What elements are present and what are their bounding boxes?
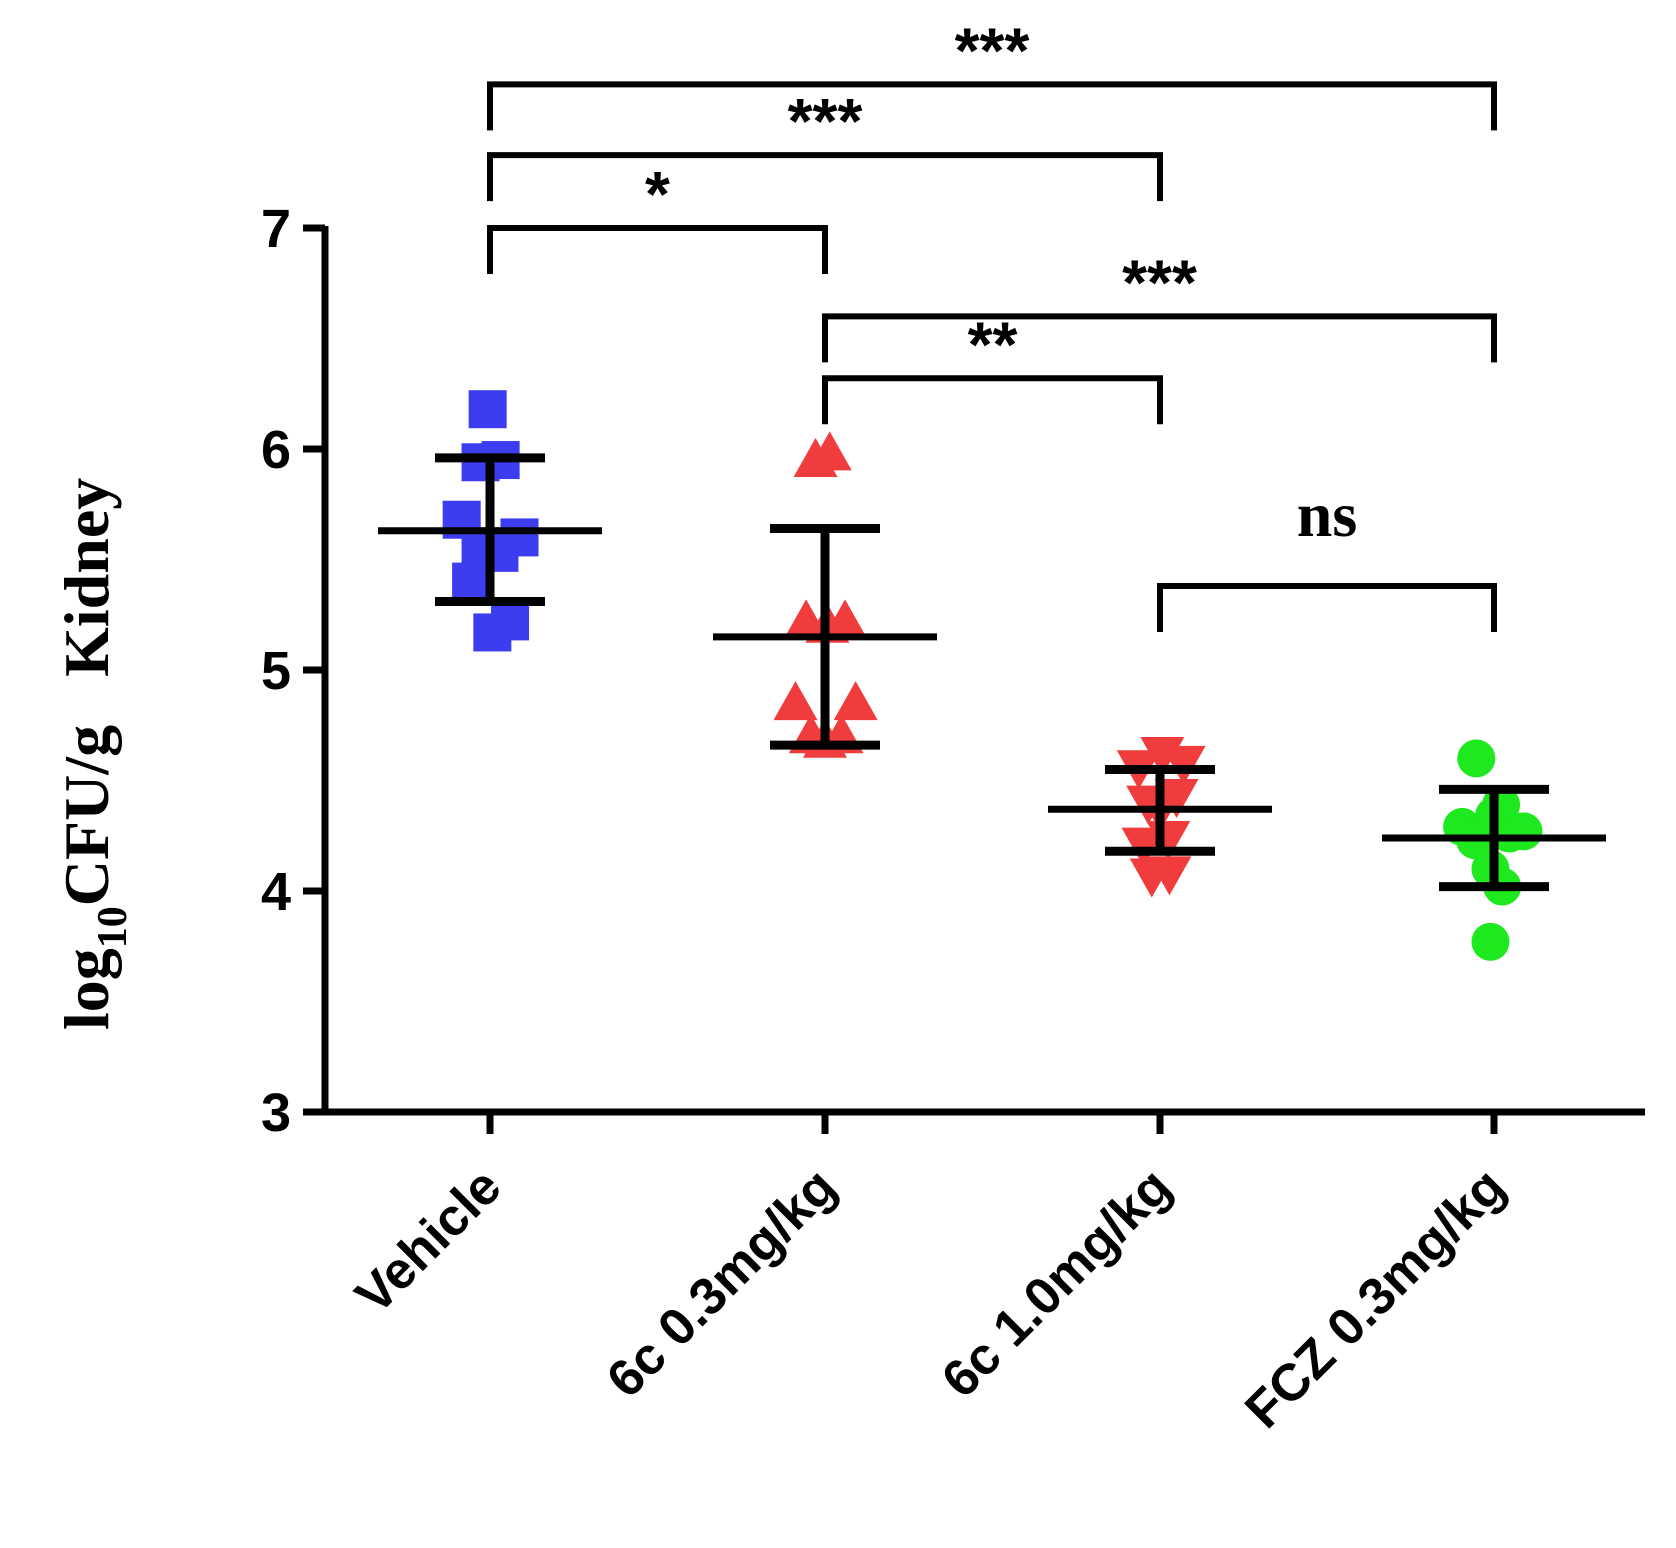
data-point-triangle-up [833,681,878,721]
data-point-circle [1457,739,1496,778]
significance-bracket [822,375,1163,425]
y-tick-label: 4 [261,862,291,922]
significance-label: *** [788,85,863,157]
significance-bracket [1157,583,1497,633]
data-point-triangle-up [807,431,852,471]
data-points [442,390,1543,961]
y-ticks: 3 4 5 6 7 [261,199,325,1143]
x-ticks: Vehicle 6c 0.3mg/kg 6c 1.0mg/kg FCZ 0.3mg/k… [345,1112,1516,1440]
data-point-circle [1471,922,1510,961]
significance-label: *** [1122,246,1197,318]
data-point-square [468,390,507,429]
data-point-square [500,518,539,557]
y-tick-label: 7 [261,199,291,259]
significance-label: ns [1297,479,1358,550]
x-category-label: Vehicle [345,1157,513,1325]
significance-label: * [645,158,670,230]
significance-bracket [487,152,1163,202]
y-tick-label: 5 [261,641,291,701]
y-axis-label: log10CFU/g Kidney [51,478,136,1030]
significance-bracket [822,313,1497,363]
data-point-triangle-down [1154,778,1199,818]
y-tick-label: 6 [261,420,291,480]
svg-text:log10CFU/g Kidney: log10CFU/g Kidney [51,478,136,1030]
error-bars [378,453,1606,892]
x-category-label: FCZ 0.3mg/kg [1234,1157,1516,1439]
x-category-label: 6c 0.3mg/kg [596,1157,848,1409]
data-point-triangle-down [1147,856,1192,896]
significance-bracket [487,225,828,274]
data-point-square [452,562,491,601]
significance-bracket [487,81,1497,131]
x-category-label: 6c 1.0mg/kg [931,1157,1183,1409]
data-point-square [491,602,530,641]
y-tick-label: 3 [261,1083,291,1143]
significance-label: ** [968,308,1018,380]
data-point-circle [1504,812,1543,851]
significance-label: *** [955,14,1030,86]
significance-brackets: ************ns [487,14,1497,633]
data-point-triangle-up [823,599,868,639]
data-point-triangle-up [773,681,818,721]
